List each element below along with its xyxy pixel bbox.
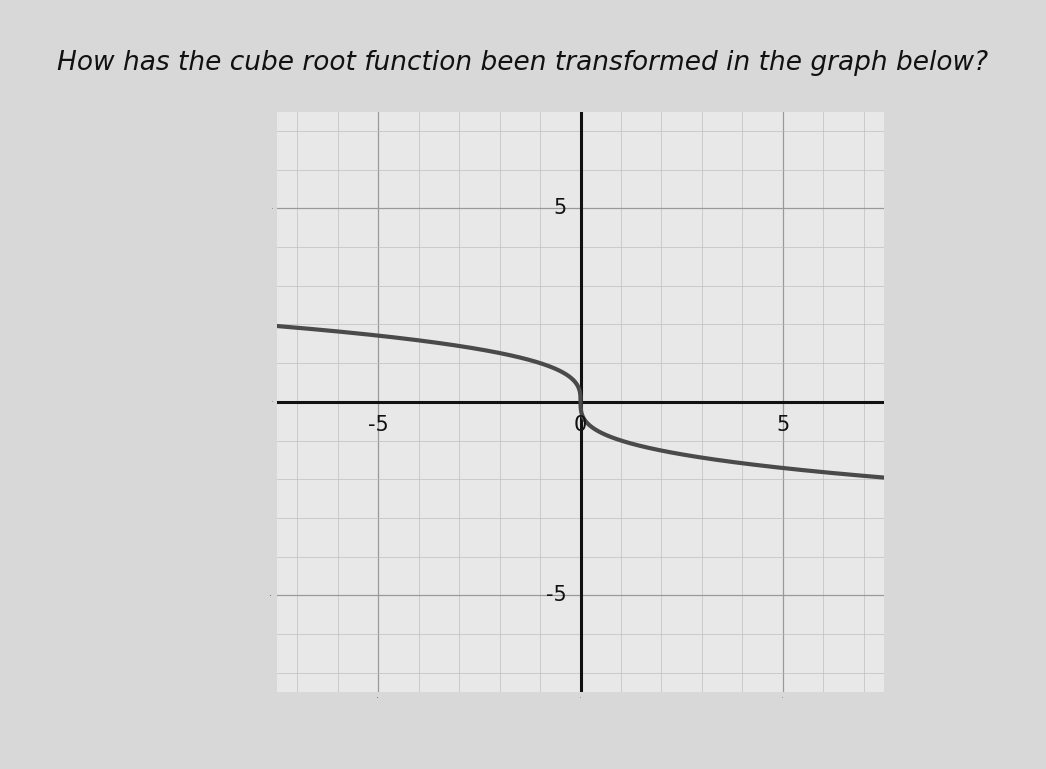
Text: 0: 0	[574, 415, 587, 435]
Text: How has the cube root function been transformed in the graph below?: How has the cube root function been tran…	[58, 50, 988, 76]
Text: -5: -5	[546, 585, 566, 605]
Text: 5: 5	[553, 198, 566, 218]
Text: 5: 5	[776, 415, 790, 435]
Text: -5: -5	[368, 415, 389, 435]
